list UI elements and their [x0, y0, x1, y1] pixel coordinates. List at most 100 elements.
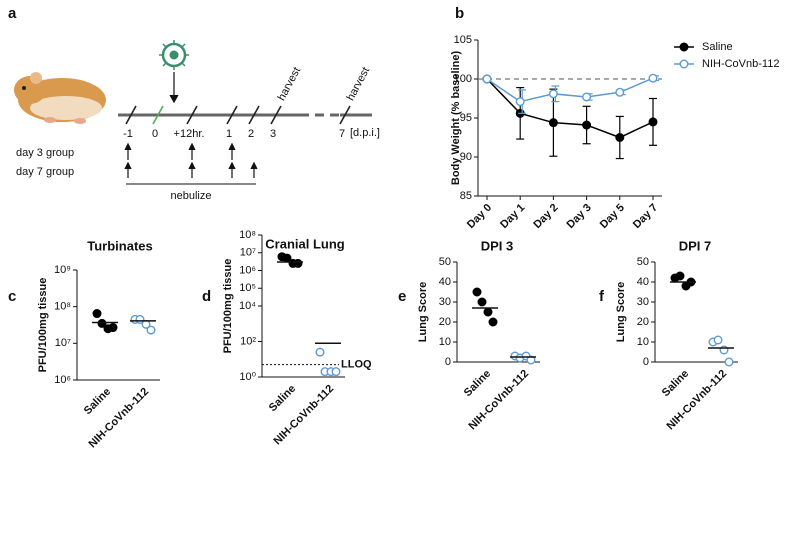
x-tick-label: Saline [267, 383, 298, 414]
timeline-tick [248, 105, 260, 125]
y-tick-label: 10⁸ [54, 301, 71, 313]
data-point [648, 73, 658, 83]
y-tick-label: 10 [637, 336, 649, 348]
data-point [97, 318, 107, 328]
data-point [472, 287, 482, 297]
data-point [293, 258, 303, 268]
timeline-tick [186, 105, 198, 125]
timeline-ticks: -1 0 +12hr. 1 2 3 7 [123, 105, 351, 140]
timeline-unit: [d.p.i.] [350, 127, 380, 139]
series-line [486, 77, 654, 103]
legend-marker [679, 42, 689, 52]
dose-arrows [124, 142, 258, 178]
chart-title: Cranial Lung [265, 236, 345, 251]
y-axis-label: Body Weight (% baseline) [450, 51, 462, 186]
data-point [724, 357, 734, 367]
x-tick-label: Saline [82, 386, 113, 417]
timeline-tick-label: +12hr. [174, 128, 205, 140]
panel-label: a [8, 5, 17, 22]
data-point [675, 271, 685, 281]
y-tick-label: 85 [460, 190, 472, 202]
reference-label: LLOQ [341, 358, 372, 370]
y-tick-label: 20 [637, 316, 649, 328]
y-tick-label: 40 [439, 276, 451, 288]
legend-marker [679, 59, 689, 69]
y-axis-label: PFU/100mg tissue [37, 278, 49, 373]
y-tick-label: 50 [439, 256, 451, 268]
data-point [615, 132, 625, 142]
data-point [648, 117, 658, 127]
panel-label: e [398, 288, 406, 305]
data-point [108, 323, 118, 333]
timeline-tick [339, 105, 351, 125]
data-point [315, 347, 325, 357]
x-tick-label: Day 2 [531, 202, 560, 231]
data-point [615, 87, 625, 97]
y-tick-label: 10⁷ [55, 337, 71, 349]
y-tick-label: 10² [240, 335, 256, 347]
infection-arrow [169, 72, 179, 104]
timeline-tick-label: 0 [152, 128, 158, 140]
harvest-label: harvest [276, 65, 304, 102]
y-tick-label: 90 [460, 151, 472, 163]
panel-a: a -1 0 +12hr. 1 2 3 7 [8, 5, 380, 202]
y-tick-label: 10⁵ [239, 282, 256, 294]
y-tick-label: 95 [460, 112, 472, 124]
data-point [477, 297, 487, 307]
group-label: day 7 group [16, 166, 74, 178]
legend-label: NIH-CoVnb-112 [702, 58, 779, 70]
timeline-tick [226, 105, 238, 125]
group-label: day 3 group [16, 147, 74, 159]
y-tick-label: 105 [454, 34, 472, 46]
chart-title: DPI 3 [481, 238, 514, 253]
x-tick-label: Day 0 [465, 202, 494, 231]
y-tick-label: 10⁶ [239, 264, 256, 276]
data-point [482, 74, 492, 84]
y-tick-label: 10 [439, 336, 451, 348]
y-tick-label: 30 [637, 296, 649, 308]
y-tick-label: 0 [643, 356, 649, 368]
x-tick-label: Saline [462, 368, 493, 399]
x-tick-label: Day 7 [631, 202, 660, 231]
data-point [548, 89, 558, 99]
timeline-tick-label: 7 [339, 128, 345, 140]
y-tick-label: 10⁹ [54, 264, 71, 276]
y-tick-label: 100 [454, 73, 472, 85]
nebulize-label: nebulize [171, 190, 212, 202]
panel-label: c [8, 288, 16, 305]
harvest-label: harvest [345, 65, 373, 102]
panel-label: b [455, 5, 464, 22]
virus-icon [159, 40, 189, 70]
data-point [526, 355, 536, 365]
y-tick-label: 50 [637, 256, 649, 268]
timeline-tick-label: 2 [248, 128, 254, 140]
x-tick-label: Saline [660, 368, 691, 399]
y-tick-label: 0 [445, 356, 451, 368]
data-point [483, 307, 493, 317]
timeline-tick-label: -1 [123, 128, 133, 140]
data-point [488, 317, 498, 327]
chart-title: DPI 7 [679, 238, 712, 253]
data-point [548, 118, 558, 128]
series-line [486, 78, 654, 139]
data-point [146, 325, 156, 335]
y-tick-label: 10⁷ [240, 247, 256, 259]
x-tick-label: Day 3 [565, 202, 594, 231]
y-axis-label: PFU/100mg tissue [222, 259, 234, 354]
y-tick-label: 10⁴ [239, 300, 256, 312]
y-tick-label: 40 [637, 276, 649, 288]
y-axis-label: Lung Score [615, 282, 627, 343]
legend-label: Saline [702, 41, 733, 53]
y-tick-label: 30 [439, 296, 451, 308]
data-point [515, 97, 525, 107]
data-point [92, 309, 102, 319]
hamster-icon [14, 72, 106, 124]
y-axis-label: Lung Score [417, 282, 429, 343]
timeline-tick [125, 105, 137, 125]
panel-label: f [599, 288, 605, 305]
timeline-tick [270, 105, 282, 125]
panel-label: d [202, 288, 211, 305]
timeline-tick-label: 1 [226, 128, 232, 140]
x-tick-label: Day 1 [498, 202, 527, 231]
